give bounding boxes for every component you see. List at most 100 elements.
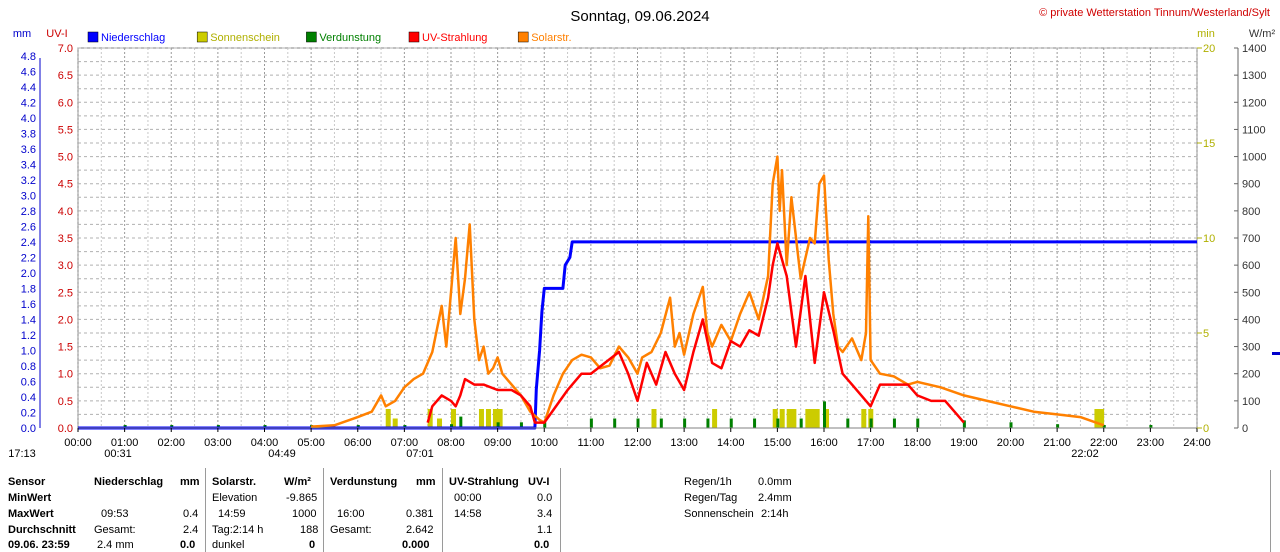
uv-tick-label: 7.0 <box>58 43 73 55</box>
x-tick-label: 22:00 <box>1090 437 1118 449</box>
wm2-tick-label: 400 <box>1242 314 1260 326</box>
wm2-axis-unit: W/m² <box>1249 28 1276 40</box>
sun-marker-label: 17:13 <box>8 448 36 460</box>
x-tick-label: 18:00 <box>903 437 931 449</box>
evaporation-tick <box>683 418 687 428</box>
evap-last-val: 0.000 <box>402 539 430 551</box>
x-tick-label: 20:00 <box>997 437 1025 449</box>
wm2-tick-label: 700 <box>1242 233 1260 245</box>
mm-tick-label: 1.4 <box>21 314 36 326</box>
wm2-tick-label: 1300 <box>1242 70 1266 82</box>
mm-tick-label: 4.2 <box>21 97 36 109</box>
stats-label-avg: Durchschnitt <box>8 524 76 536</box>
evaporation-tick <box>1009 422 1013 428</box>
copyright-text: © private Wetterstation Tinnum/Westerlan… <box>1039 7 1270 19</box>
mm-tick-label: 4.0 <box>21 113 36 125</box>
evaporation-tick <box>1149 425 1153 428</box>
wm2-tick-label: 1200 <box>1242 97 1266 109</box>
series-line-uvstrahlung <box>426 242 965 424</box>
current-value-marker <box>1272 352 1280 355</box>
min-tick-label: 0 <box>1203 423 1209 435</box>
mm-tick-label: 2.6 <box>21 221 36 233</box>
evaporation-tick <box>916 418 920 428</box>
mm-tick-label: 0.4 <box>21 392 36 404</box>
uv-tick-label: 2.5 <box>58 287 73 299</box>
x-tick-label: 16:00 <box>810 437 838 449</box>
mm-tick-label: 1.2 <box>21 330 36 342</box>
uv-last-val: 0.0 <box>534 539 550 551</box>
x-tick-label: 00:00 <box>64 437 92 449</box>
min-axis-unit: min <box>1197 28 1215 40</box>
uv-tick-label: 5.5 <box>58 124 73 136</box>
evaporation-tick <box>589 418 593 428</box>
wm2-tick-label: 800 <box>1242 206 1260 218</box>
legend-swatch <box>408 31 420 43</box>
uv-tick-label: 6.0 <box>58 97 73 109</box>
summary-sun-label: Sonnenschein <box>684 508 754 520</box>
mm-tick-label: 2.8 <box>21 206 36 218</box>
sunshine-bar <box>712 409 718 428</box>
sunshine-bar <box>392 418 398 428</box>
uv-tick-label: 3.0 <box>58 260 73 272</box>
x-tick-label: 04:00 <box>251 437 279 449</box>
mm-tick-label: 1.6 <box>21 299 36 311</box>
evaporation-tick <box>519 422 523 428</box>
evaporation-tick <box>450 424 453 428</box>
legend-label: Verdunstung <box>319 32 381 44</box>
x-tick-label: 24:00 <box>1183 437 1211 449</box>
uv-avg-val: 1.1 <box>537 524 553 536</box>
evaporation-tick <box>496 422 500 428</box>
sunshine-bar <box>810 409 816 428</box>
x-tick-label: 19:00 <box>950 437 978 449</box>
solar-last-label: dunkel <box>212 539 245 551</box>
rain-last-val: 0.0 <box>180 539 196 551</box>
rain-total-val: 2.4 <box>183 524 199 536</box>
mm-tick-label: 2.0 <box>21 268 36 280</box>
mm-tick-label: 2.2 <box>21 252 36 264</box>
solar-header: Solarstr. <box>212 476 257 488</box>
x-tick-label: 03:00 <box>204 437 232 449</box>
evaporation-tick <box>459 416 463 428</box>
sunshine-bar <box>1099 409 1105 428</box>
rain-unit: mm <box>180 476 200 488</box>
mm-tick-label: 4.4 <box>21 82 36 94</box>
min-tick-label: 5 <box>1203 328 1209 340</box>
uv-max-time: 14:58 <box>454 508 482 520</box>
uv-tick-label: 5.0 <box>58 152 73 164</box>
x-tick-label: 11:00 <box>578 437 605 449</box>
summary-rainday-val: 2.4mm <box>758 492 792 504</box>
wm2-tick-label: 100 <box>1242 396 1260 408</box>
mm-tick-label: 1.8 <box>21 283 36 295</box>
uv-max-val: 3.4 <box>537 508 553 520</box>
evap-header: Verdunstung <box>330 476 398 488</box>
wm2-tick-label: 0 <box>1242 423 1248 435</box>
x-tick-label: 09:00 <box>484 437 512 449</box>
min-tick-label: 15 <box>1203 138 1215 150</box>
solar-unit: W/m² <box>284 476 311 488</box>
legend-label: Solarstr. <box>531 32 571 44</box>
solar-max-val: 1000 <box>292 508 317 520</box>
evap-unit: mm <box>416 476 436 488</box>
x-tick-label: 17:00 <box>857 437 885 449</box>
mm-tick-label: 2.4 <box>21 237 36 249</box>
legend-swatch <box>517 31 529 43</box>
legend-label: Niederschlag <box>101 32 165 44</box>
solar-max-time: 14:59 <box>218 508 246 520</box>
evaporation-tick <box>729 418 733 428</box>
evaporation-tick <box>706 418 710 428</box>
evaporation-tick <box>799 418 803 428</box>
uv-tick-label: 6.5 <box>58 70 73 82</box>
rain-max-val: 0.4 <box>183 508 199 520</box>
x-tick-label: 10:00 <box>530 437 558 449</box>
evaporation-tick <box>962 420 966 428</box>
uv-tick-label: 0.5 <box>58 396 73 408</box>
stats-table: Sensor MinWert MaxWert Durchschnitt 09.0… <box>0 468 1280 552</box>
evap-total-label: Gesamt: <box>330 524 372 536</box>
legend-label: UV-Strahlung <box>422 32 487 44</box>
x-tick-label: 14:00 <box>717 437 745 449</box>
mm-tick-label: 0.0 <box>21 423 36 435</box>
sun-marker-label: 00:31 <box>104 448 132 460</box>
mm-tick-label: 3.8 <box>21 128 36 140</box>
x-tick-label: 23:00 <box>1137 437 1165 449</box>
rain-last-label: 2.4 mm <box>97 539 134 551</box>
